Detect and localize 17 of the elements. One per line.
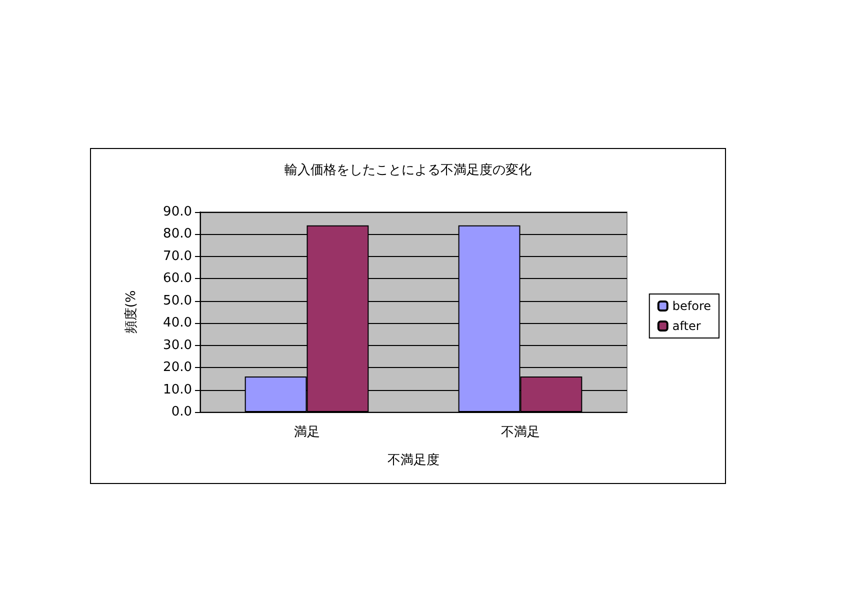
y-tick-label: 70.0 (163, 248, 192, 264)
y-tick-label: 50.0 (163, 293, 192, 308)
y-tick-label: 90.0 (163, 204, 192, 220)
legend-label: before (672, 299, 712, 313)
x-tick-label: 不満足 (500, 425, 540, 440)
chart-title: 輸入価格をしたことによる不満足度の変化 (284, 162, 532, 178)
y-tick-label: 40.0 (163, 316, 192, 331)
x-tick-label: 満足 (294, 425, 320, 440)
y-tick-label: 0.0 (171, 404, 192, 420)
y-tick-label: 80.0 (163, 226, 192, 242)
y-tick-label: 30.0 (163, 338, 192, 353)
y-tick-label: 10.0 (163, 382, 192, 398)
legend-label: after (672, 319, 701, 333)
y-tick-label: 60.0 (163, 271, 192, 286)
y-axis-title: 頻度(% (123, 290, 139, 334)
y-tick-label: 20.0 (163, 360, 192, 376)
x-axis-title: 不満足度 (388, 452, 440, 468)
